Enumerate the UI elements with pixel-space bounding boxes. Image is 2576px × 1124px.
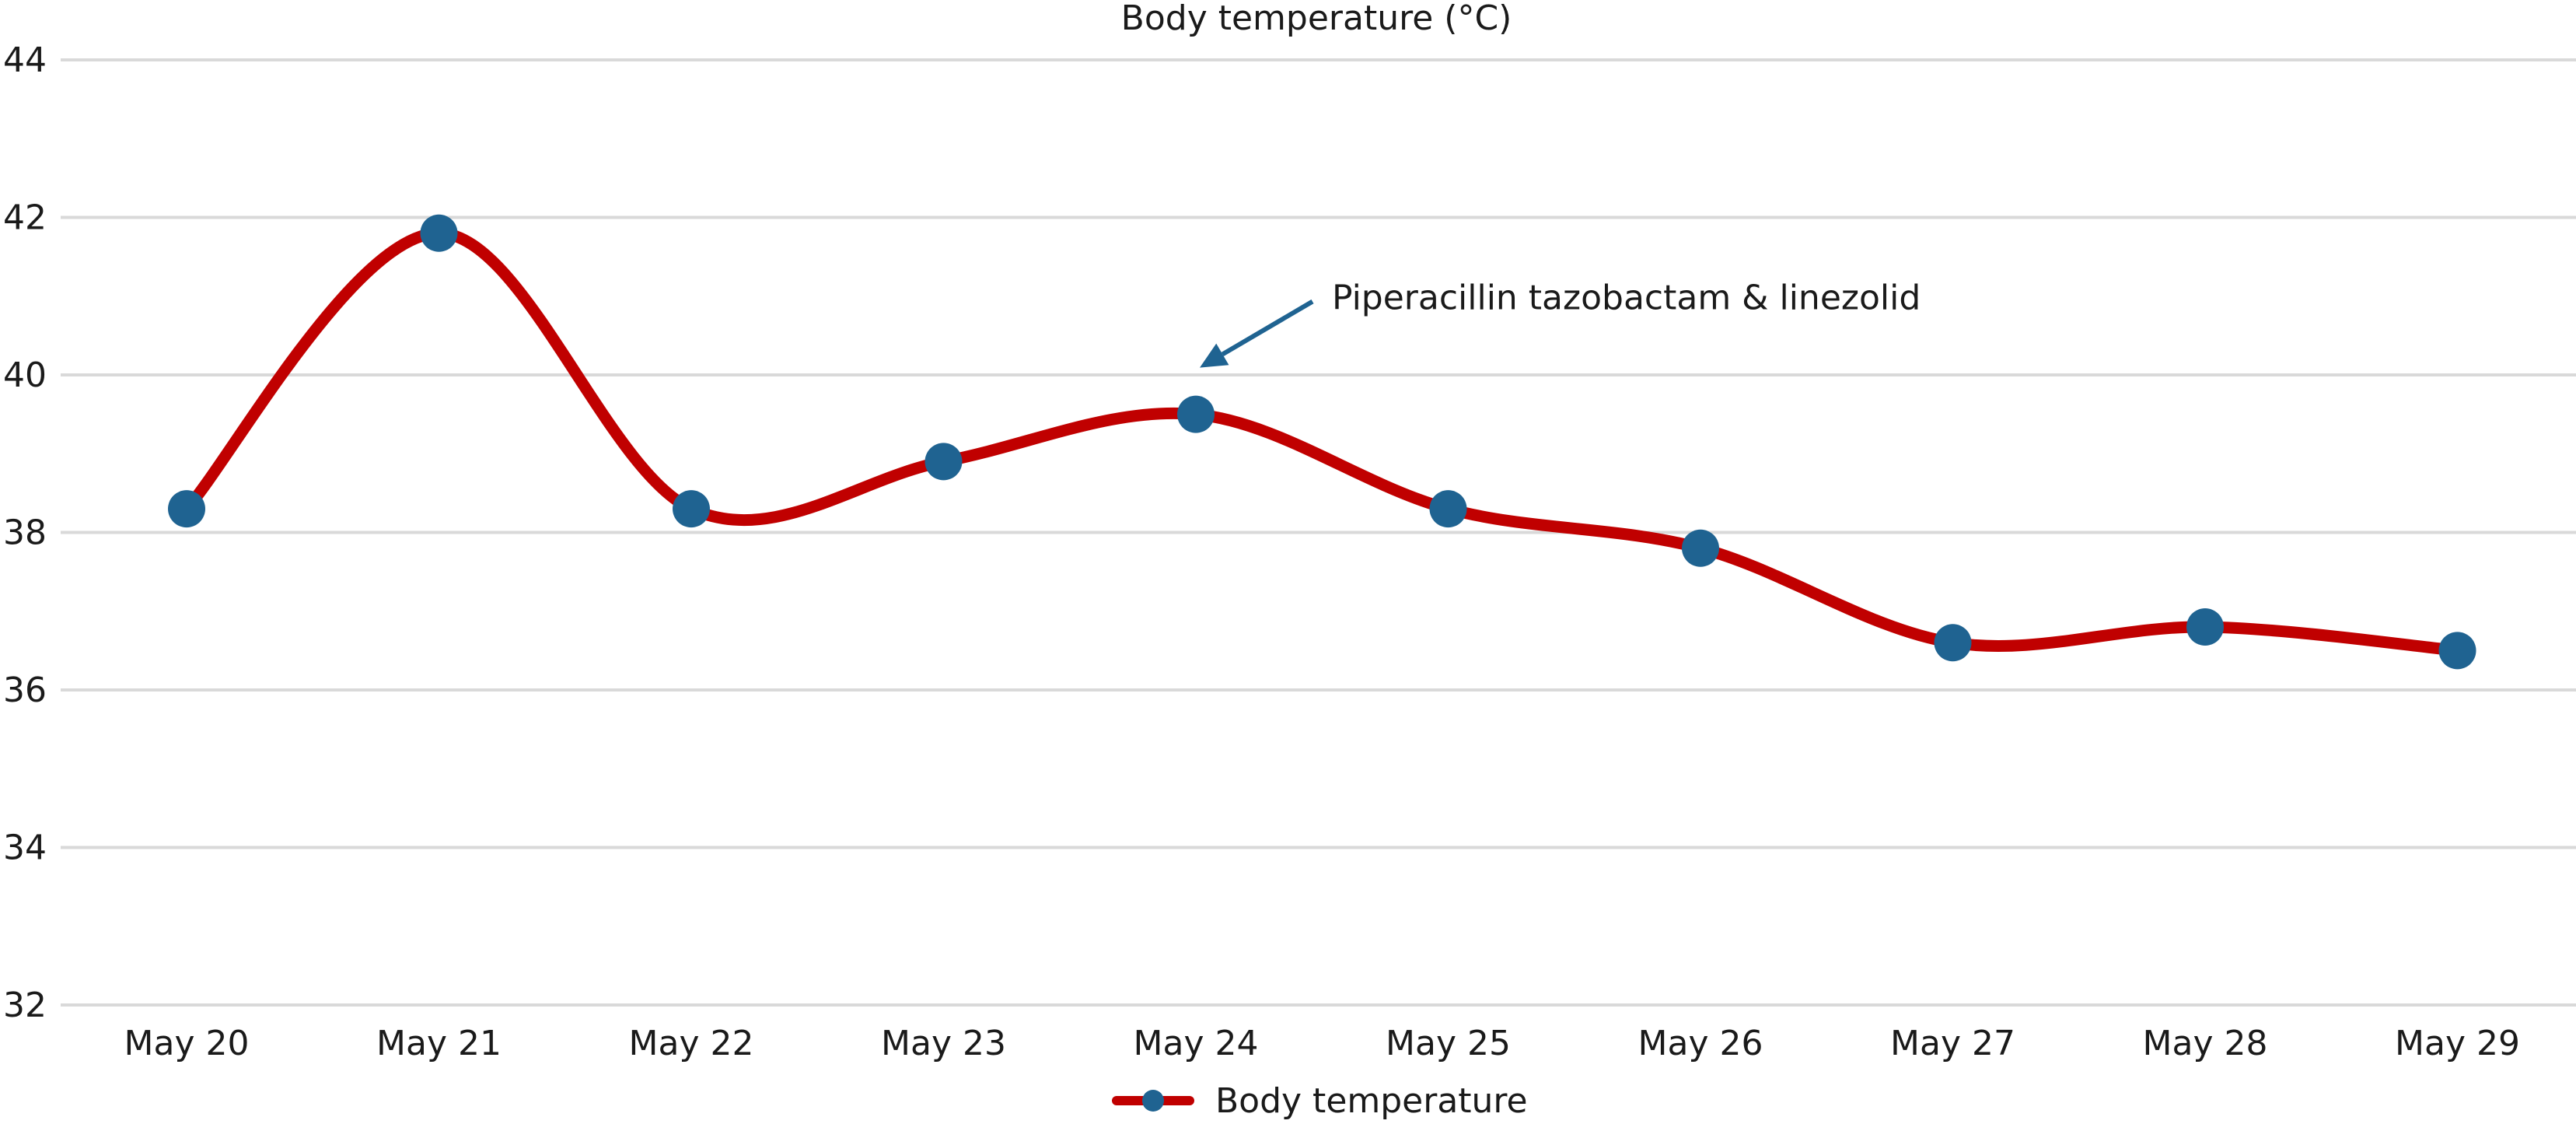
x-tick-may-23: May 23 [881, 1024, 1006, 1063]
y-tick-36: 36 [3, 671, 47, 710]
data-point-may-21 [420, 214, 458, 252]
data-point-may-23 [924, 443, 963, 481]
y-tick-32: 32 [3, 986, 47, 1025]
annotation-arrow-head [1200, 343, 1229, 368]
x-tick-may-28: May 28 [2143, 1024, 2268, 1063]
data-point-may-25 [1429, 490, 1467, 528]
y-tick-40: 40 [3, 355, 47, 395]
y-tick-38: 38 [3, 513, 47, 553]
series-line-body-temperature [180, 227, 2463, 657]
legend-marker-swatch [1142, 1090, 1164, 1112]
annotation-arrow [1221, 299, 1314, 357]
x-tick-may-24: May 24 [1134, 1024, 1259, 1063]
x-tick-may-20: May 20 [124, 1024, 250, 1063]
x-tick-may-25: May 25 [1386, 1024, 1511, 1063]
x-tick-may-29: May 29 [2395, 1024, 2520, 1063]
x-tick-may-27: May 27 [1890, 1024, 2015, 1063]
chart-title: Body temperature (°C) [1121, 0, 1512, 38]
series-markers [168, 214, 2476, 670]
data-point-may-20 [168, 490, 205, 528]
x-axis-ticks: May 20 May 21 May 22 May 23 May 24 May 25 May … [124, 1024, 2520, 1063]
x-tick-may-22: May 22 [629, 1024, 754, 1063]
x-tick-may-26: May 26 [1638, 1024, 1763, 1063]
data-point-may-27 [1934, 624, 1972, 662]
legend: Body temperature [1112, 1081, 1528, 1121]
y-tick-42: 42 [3, 198, 47, 238]
annotation: Piperacillin tazobactam & linezolid [1200, 278, 1921, 368]
data-point-may-26 [1682, 529, 1719, 567]
annotation-label: Piperacillin tazobactam & linezolid [1332, 278, 1921, 318]
x-tick-may-21: May 21 [376, 1024, 502, 1063]
data-point-may-28 [2186, 608, 2224, 646]
data-point-may-22 [673, 490, 710, 528]
y-axis-ticks: 32 34 36 38 40 42 44 [3, 40, 47, 1025]
y-tick-34: 34 [3, 828, 47, 868]
legend-label: Body temperature [1215, 1081, 1528, 1121]
y-tick-44: 44 [3, 40, 47, 80]
data-point-may-24 [1177, 395, 1215, 433]
data-point-may-29 [2438, 632, 2476, 670]
grid-lines [61, 58, 2576, 1007]
